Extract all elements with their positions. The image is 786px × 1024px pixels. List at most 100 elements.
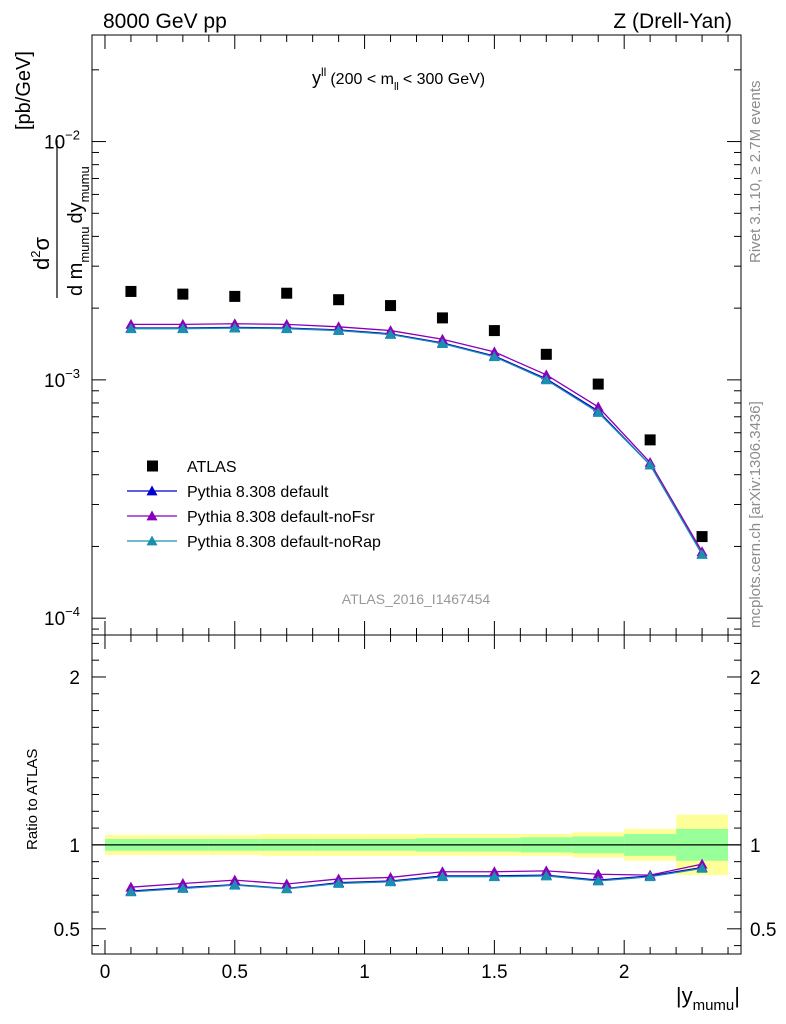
ratio-series-line-2 [130,867,703,893]
legend-marker-triangle [146,510,158,521]
ylabel-d: d [29,258,54,270]
main-ylabel: d2σ d mmumudymumu [pb/GeV] [13,51,92,298]
ratio-axis-ticks: 0.5 0.5 1 1 2 2 0 0.5 1 1.5 2 [54,635,776,983]
ratio-series-point-2 [488,871,500,882]
ratio-series-point-2 [125,886,137,897]
ratio-ytick-label-left: 2 [69,668,80,689]
legend-marker-triangle [146,535,158,546]
main-series-point-3 [177,323,189,334]
ratio-xtick-label: 2 [619,962,630,983]
ytick-exponent: −4 [65,604,80,619]
legend-label: Pythia 8.308 default-noRap [187,534,381,551]
legend: ATLAS Pythia 8.308 default Pythia 8.308 de… [127,459,381,551]
main-ytick-label: 10−2 [44,128,80,154]
ratio-ylabel: Ratio to ATLAS [24,749,41,850]
ratio-xtick-label: 0.5 [222,962,248,983]
ylabel-unit: [pb/GeV] [13,51,35,130]
main-ytick-label: 10−4 [44,604,80,630]
main-ytick-label: 10−3 [44,366,80,392]
main-series-point-3 [281,323,293,334]
atlas-point [592,378,604,390]
ratio-ytick-label-right: 2 [750,668,761,689]
main-series-point-3 [385,329,397,339]
title-y: y [312,68,321,88]
ylabel-dm: d m [65,263,87,296]
header-right: Z (Drell-Yan) [613,10,732,33]
ratio-series-point-2 [436,871,448,882]
xlabel-main: |y [676,983,693,1008]
ylabel-denominator: d mmumudymumu [65,166,92,296]
main-series-line-2 [130,323,703,553]
ratio-xtick-label: 1.5 [481,962,507,983]
atlas-point [644,434,656,446]
atlas-point [696,531,708,543]
ylabel-sub1: mumu [77,227,92,263]
main-series-point-3 [540,374,552,385]
xlabel-sub: mumu [693,997,735,1014]
ytick-exponent: −3 [65,366,80,381]
main-series-point-3 [436,338,448,348]
ytick-base: 10 [44,371,65,392]
ratio-panel: 0.5 0.5 1 1 2 2 0 0.5 1 1.5 2 Ratio to ATLAS |ymum… [24,634,776,1014]
ylabel-sub2: mumu [77,166,92,202]
atlas-point [540,348,552,360]
ratio-series-point-2 [592,875,604,886]
ratio-series-point-2 [644,871,656,882]
main-series-point-3 [644,459,656,470]
ratio-series-point-2 [333,877,345,888]
main-panel: 10−210−310−4 yll (200 < mll < 300 GeV) ATL… [13,34,742,636]
main-series-point-3 [125,323,137,334]
header-left: 8000 GeV pp [103,10,227,33]
legend-marker-square [147,460,158,472]
ratio-xlabel: |ymumu| [676,983,740,1014]
ratio-xtick-label: 0 [100,962,111,983]
legend-item: Pythia 8.308 default-noFsr [127,509,375,526]
ratio-series-point-1 [436,866,448,877]
mcplots-label: mcplots.cern.ch [arXiv:1306.3436] [747,401,764,628]
main-title: yll (200 < mll < 300 GeV) [312,65,485,93]
main-series-point-3 [488,351,500,362]
ylabel-sigma: σ [29,237,54,251]
main-series-point-3 [696,549,708,559]
title-sup: ll [321,65,326,79]
ytick-base: 10 [44,609,65,630]
ratio-series-point-1 [592,868,604,879]
main-series-point-3 [229,322,241,333]
ratio-ytick-label-left: 1 [69,836,80,857]
ytick-exponent: −2 [65,128,80,143]
ytick-base: 10 [44,133,65,154]
ratio-ytick-label-left: 0.5 [54,920,80,941]
atlas-point [177,288,189,300]
ratio-series-point-2 [540,870,552,881]
ratio-series-point-2 [177,883,189,893]
atlas-point [125,285,137,297]
ratio-series-point-2 [385,876,397,887]
legend-item: Pythia 8.308 default [127,484,329,501]
main-axis-ticks: 10−210−310−4 [44,35,741,635]
legend-item: Pythia 8.308 default-noRap [127,534,381,551]
ylabel-numerator: d2σ [28,237,54,270]
legend-label: Pythia 8.308 default-noFsr [187,509,375,526]
ratio-series-point-1 [488,866,500,877]
title-cut-close: < 300 GeV) [403,71,485,88]
atlas-point [281,287,293,299]
ratio-ytick-label-right: 1 [750,836,761,857]
xlabel-close: | [734,983,740,1008]
atlas-point [488,325,500,337]
ylabel-dy: dy [65,202,87,223]
analysis-watermark: ATLAS_2016_I1467454 [342,591,491,607]
rivet-label: Rivet 3.1.10, ≥ 2.7M events [747,81,764,264]
main-data-layer [125,285,708,559]
ratio-series-point-2 [281,883,293,894]
main-series-point-2 [592,401,604,412]
atlas-point [333,294,345,306]
ratio-ytick-label-right: 0.5 [750,920,776,941]
ratio-series-line-1 [130,863,703,888]
ylabel-d-sup: 2 [28,251,43,258]
ratio-series-point-1 [177,877,189,888]
atlas-point [229,290,241,302]
main-series-line-3 [130,327,703,555]
ratio-series-point-1 [229,874,241,885]
ratio-series-point-1 [540,865,552,876]
ratio-xtick-label: 1 [359,962,370,983]
